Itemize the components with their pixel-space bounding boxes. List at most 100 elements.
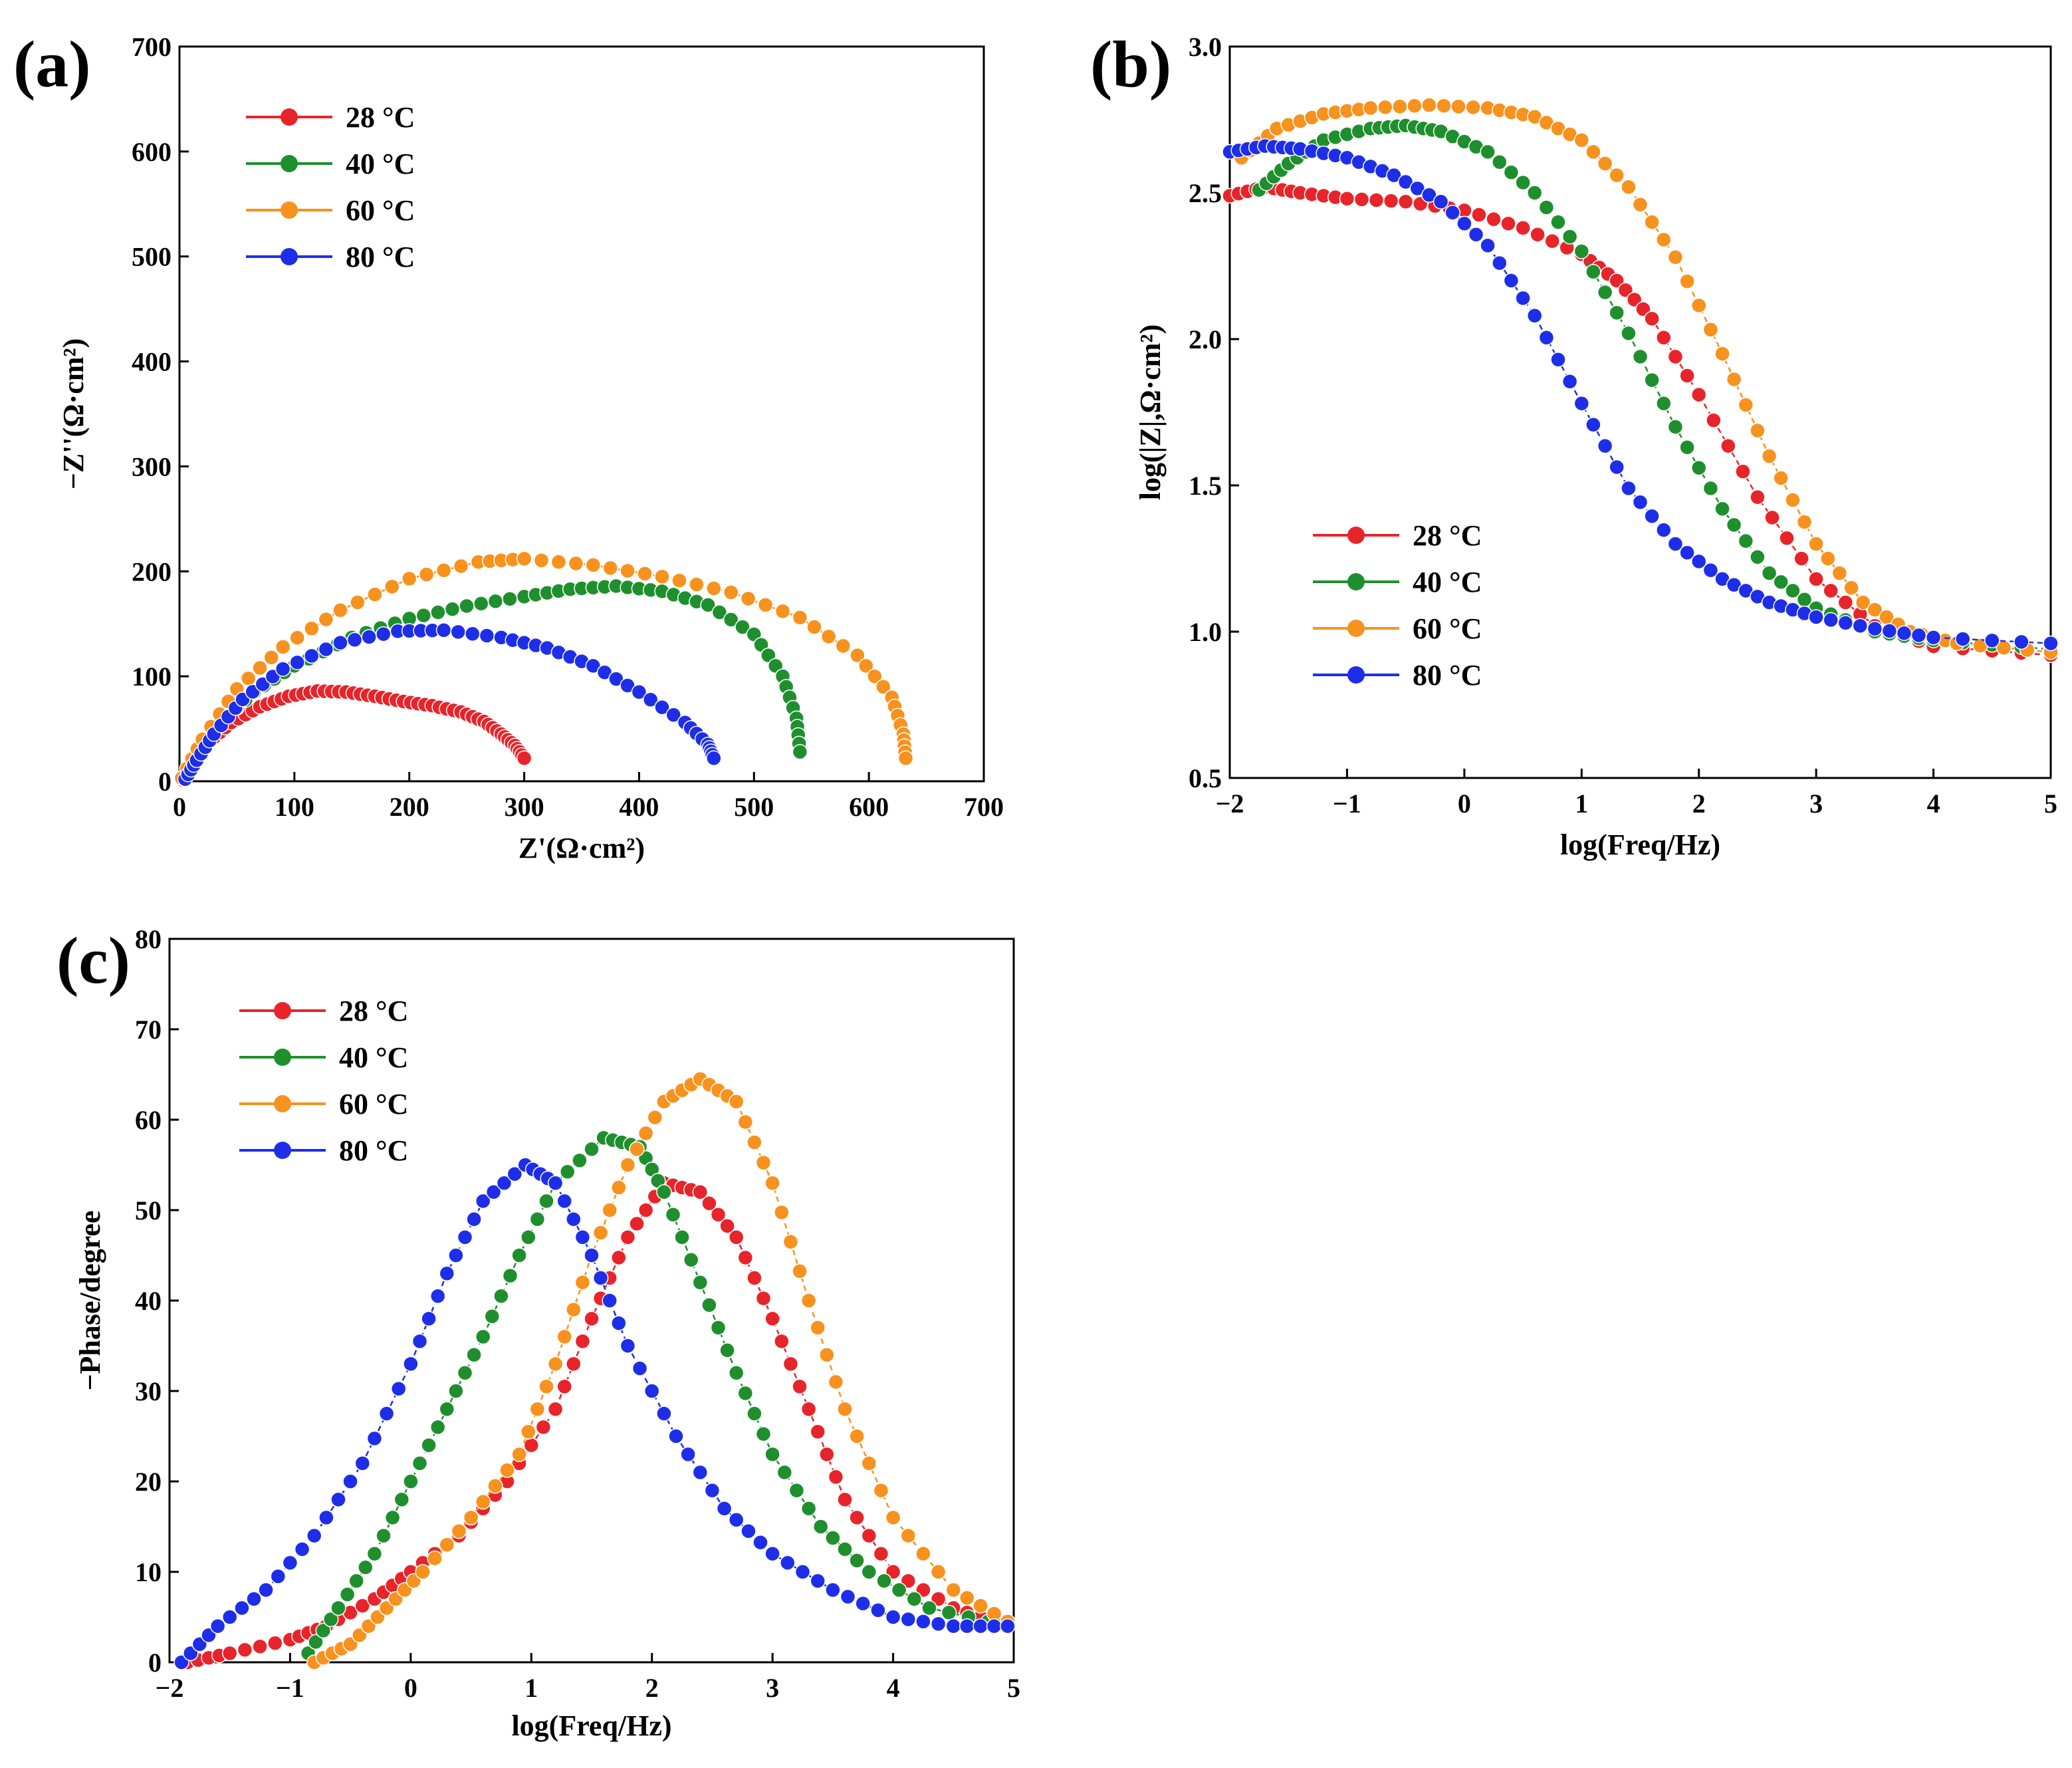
data-point	[1644, 214, 1660, 230]
data-point	[1515, 220, 1531, 236]
x-tick-label: 400	[619, 792, 659, 822]
data-point	[1480, 144, 1496, 160]
data-point	[873, 1482, 889, 1499]
data-point	[792, 744, 808, 760]
y-tick-label: 1.5	[1189, 471, 1222, 501]
data-point	[444, 601, 461, 617]
data-point	[774, 1204, 790, 1221]
legend-marker	[1347, 573, 1365, 590]
series-80C	[177, 622, 722, 787]
data-point	[484, 1309, 501, 1325]
series-line	[1229, 145, 2051, 644]
data-point	[457, 1365, 473, 1381]
data-point	[1808, 536, 1824, 552]
data-point	[719, 1218, 735, 1234]
data-point	[350, 594, 366, 610]
data-point	[421, 1437, 437, 1453]
data-point	[810, 1424, 826, 1440]
data-point	[719, 1342, 735, 1358]
data-point	[1823, 582, 1839, 599]
data-point	[401, 570, 417, 587]
data-point	[728, 1229, 745, 1245]
chart-a: 0 100 200 300 400 500 600 700 0 100 200 300 400 500 60…	[13, 27, 1004, 864]
data-point	[294, 1541, 310, 1557]
x-tick-label: −1	[276, 1673, 304, 1703]
data-point	[819, 1446, 835, 1462]
data-point	[915, 1546, 931, 1562]
x-tick-label: 300	[505, 792, 544, 822]
y-tick-label: 50	[135, 1196, 162, 1225]
data-point	[637, 1202, 654, 1218]
data-point	[1471, 207, 1487, 223]
legend-marker	[281, 155, 298, 172]
data-point	[1679, 440, 1695, 455]
data-point	[810, 1573, 826, 1589]
data-point	[556, 1193, 572, 1209]
data-point	[915, 1614, 931, 1630]
data-point	[415, 607, 432, 624]
data-point	[566, 1211, 582, 1227]
plot-frame	[178, 45, 985, 783]
data-point	[475, 1193, 491, 1209]
x-axis-label: log(Freq/Hz)	[511, 1709, 671, 1742]
data-point	[747, 1270, 762, 1286]
data-point	[270, 1569, 287, 1584]
data-point	[665, 707, 682, 723]
data-point	[674, 1229, 690, 1245]
data-point	[602, 1293, 618, 1309]
legend-entry: 40 °C	[346, 148, 415, 180]
legend-entry: 60 °C	[339, 1088, 408, 1120]
data-point	[1735, 463, 1751, 479]
data-point	[1984, 632, 2000, 648]
data-point	[415, 1564, 431, 1580]
data-point	[1609, 305, 1625, 321]
data-point	[1486, 211, 1502, 227]
legend: 28 °C 40 °C 60 °C 80 °C	[1313, 519, 1482, 692]
data-point	[723, 584, 739, 600]
data-point	[1339, 191, 1355, 207]
data-point	[529, 1401, 546, 1417]
data-point	[1644, 372, 1660, 388]
data-point	[1954, 631, 1971, 647]
data-point	[523, 1437, 540, 1453]
data-point	[367, 586, 383, 602]
data-point	[611, 1249, 627, 1266]
data-point	[1702, 321, 1719, 338]
data-point	[1585, 416, 1601, 433]
data-point	[584, 1311, 600, 1326]
x-tick-label: 3	[766, 1673, 779, 1703]
data-point	[692, 1464, 709, 1481]
data-point	[282, 1555, 298, 1571]
data-point	[475, 1328, 491, 1345]
data-point	[806, 619, 822, 635]
x-tick-label: 100	[275, 792, 314, 822]
data-point	[764, 1446, 780, 1462]
x-tick-label: 5	[1007, 1673, 1020, 1703]
data-point	[849, 1509, 865, 1526]
data-point	[1632, 494, 1649, 511]
data-point	[747, 1134, 762, 1150]
x-axis-label: Z'(Ω·cm²)	[518, 832, 645, 864]
data-point	[1764, 509, 1780, 526]
data-point	[700, 597, 716, 613]
data-point	[900, 1527, 917, 1544]
data-point	[475, 1493, 491, 1510]
legend-entry: 40 °C	[1413, 566, 1482, 598]
data-point	[538, 1378, 554, 1394]
data-point	[346, 632, 363, 648]
data-point	[1785, 582, 1801, 599]
data-point	[782, 1356, 799, 1372]
data-point	[466, 1346, 482, 1363]
data-point	[529, 1211, 546, 1227]
data-point	[1750, 489, 1766, 505]
y-tick-label: 0.5	[1189, 763, 1222, 793]
legend-entry: 60 °C	[1413, 612, 1482, 645]
data-point	[757, 597, 774, 613]
data-point	[861, 1527, 877, 1544]
data-point	[332, 634, 348, 651]
data-point	[1386, 167, 1402, 184]
data-point	[258, 1582, 274, 1598]
data-point	[620, 1338, 636, 1354]
legend-marker	[281, 201, 298, 219]
